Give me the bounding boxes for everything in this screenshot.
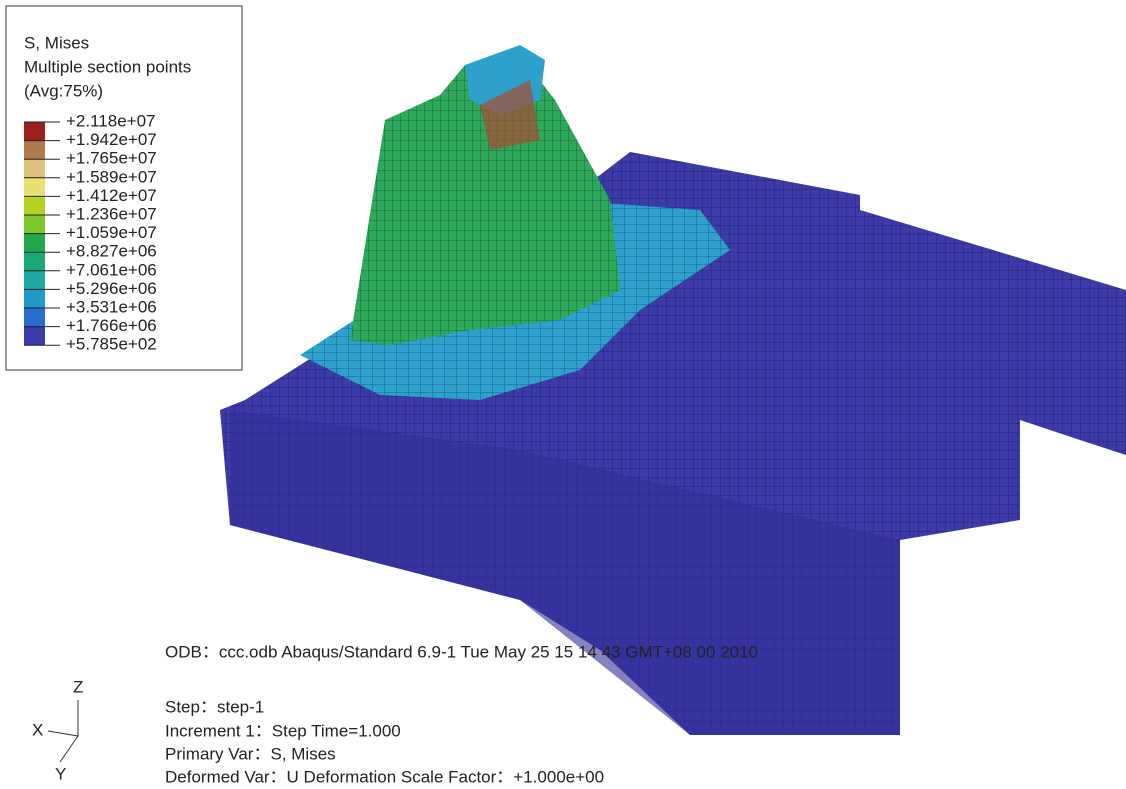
color-swatch [24, 215, 45, 234]
color-swatch [24, 122, 45, 141]
level-label: +5.785e+02 [66, 335, 157, 354]
level-label: +1.412e+07 [66, 186, 157, 205]
legend-subtitle: Multiple section points [24, 57, 191, 76]
color-swatch [24, 178, 45, 197]
color-swatch [24, 141, 45, 160]
color-swatch [24, 271, 45, 290]
triad-lines [48, 700, 78, 762]
increment-info: Increment 1：Step Time=1.000 [165, 721, 401, 740]
page: S, Mises Multiple section points (Avg:75… [0, 0, 1126, 789]
level-label: +5.296e+06 [66, 279, 157, 298]
color-swatch [24, 327, 45, 346]
triad-y: Y [55, 764, 66, 783]
primary-var: Primary Var：S, Mises [165, 744, 336, 763]
viewport: S, Mises Multiple section points (Avg:75… [0, 0, 1126, 789]
level-label: +2.118e+07 [66, 111, 156, 130]
legend-averaging: (Avg:75%) [24, 81, 103, 100]
level-label: +1.059e+07 [66, 223, 157, 242]
level-label: +3.531e+06 [66, 297, 157, 316]
color-swatch [24, 308, 45, 327]
odb-info: ODB：ccc.odb Abaqus/Standard 6.9-1 Tue Ma… [165, 642, 758, 661]
axis-triad: Z X Y [32, 677, 83, 783]
step-info: Step：step-1 [165, 697, 264, 716]
color-swatch [24, 196, 45, 215]
model [220, 45, 1126, 735]
color-swatch [24, 234, 45, 253]
color-swatch [24, 252, 45, 271]
legend: S, Mises Multiple section points (Avg:75… [6, 6, 242, 370]
triad-z: Z [73, 677, 83, 696]
level-label: +1.589e+07 [66, 167, 157, 186]
level-label: +7.061e+06 [66, 260, 157, 279]
deformed-var: Deformed Var：U Deformation Scale Factor：… [165, 767, 604, 786]
level-label: +1.765e+07 [66, 149, 157, 168]
legend-title: S, Mises [24, 33, 89, 52]
level-label: +8.827e+06 [66, 242, 157, 261]
color-scale: +2.118e+07+1.942e+07+1.765e+07+1.589e+07… [24, 111, 157, 353]
color-swatch [24, 159, 45, 178]
color-swatch [24, 289, 45, 308]
level-label: +1.766e+06 [66, 316, 157, 335]
level-label: +1.942e+07 [66, 130, 157, 149]
level-label: +1.236e+07 [66, 204, 157, 223]
triad-x: X [32, 720, 43, 739]
